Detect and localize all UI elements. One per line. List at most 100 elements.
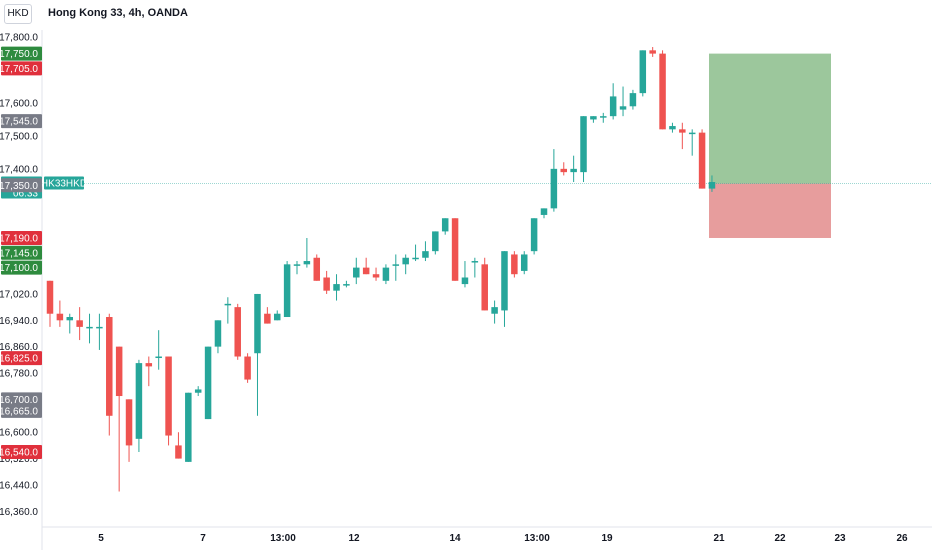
price-tag-label: 16,825.0 <box>0 354 38 365</box>
price-tag-label: 17,545.0 <box>0 117 38 128</box>
candle-body <box>106 317 113 416</box>
candle <box>600 112 607 123</box>
x-tick-label: 23 <box>834 533 846 544</box>
candle <box>353 257 360 285</box>
candle <box>234 303 241 360</box>
candle <box>491 300 498 324</box>
y-tick-label: 16,440.0 <box>0 480 38 491</box>
candle <box>570 155 577 183</box>
candle <box>46 280 54 327</box>
price-tag-bg <box>1 351 42 366</box>
candle-body <box>481 264 488 311</box>
candle <box>254 293 261 416</box>
candle <box>412 244 419 262</box>
candle <box>481 257 488 311</box>
symbol-tag-label: HK33HKD <box>41 179 87 190</box>
candle-body <box>46 280 54 314</box>
candle-body <box>639 50 647 94</box>
candle <box>649 47 656 57</box>
candle <box>382 264 390 285</box>
candle <box>333 274 340 301</box>
candle-body <box>471 261 479 263</box>
price-tag-bg <box>1 392 42 407</box>
price-tag: 17,750.0 <box>0 46 42 61</box>
candle <box>432 231 439 255</box>
candle <box>264 307 271 324</box>
candle <box>402 254 409 275</box>
candle <box>194 386 202 397</box>
candle <box>590 116 597 123</box>
price-tag-bg <box>1 61 42 76</box>
price-tag: 17,145.0 <box>0 245 42 260</box>
candle <box>501 251 508 327</box>
candle-body <box>688 132 696 135</box>
x-tick-label: 7 <box>200 533 206 544</box>
chart-header: HKD Hong Kong 33, 4h, OANDA <box>0 0 932 26</box>
price-tag-label: 16,540.0 <box>0 448 38 459</box>
candle-body <box>244 356 251 380</box>
candle-body <box>115 346 123 397</box>
x-tick-label: 12 <box>348 533 360 544</box>
candle-body <box>560 168 568 173</box>
candle <box>629 89 637 110</box>
candle <box>392 254 400 281</box>
price-tag: 16,700.0 <box>0 392 42 407</box>
candle-body <box>96 326 103 329</box>
candle-body <box>590 116 597 120</box>
candle-body <box>303 261 311 265</box>
candle <box>580 116 587 183</box>
candle-body <box>333 284 340 291</box>
price-tag-bg <box>1 260 42 275</box>
candle <box>372 267 380 281</box>
candle-body <box>273 313 281 321</box>
candle-body <box>155 356 162 359</box>
y-tick-label: 16,360.0 <box>0 507 38 518</box>
candle-body <box>224 303 232 306</box>
candle-body <box>540 208 548 215</box>
candle <box>451 218 459 281</box>
currency-button[interactable]: HKD <box>4 4 32 24</box>
candle <box>86 313 93 344</box>
x-tick-label: 13:00 <box>270 533 296 544</box>
price-tag: 16,540.0 <box>0 445 42 459</box>
candle-body <box>669 126 676 130</box>
candle <box>303 237 311 268</box>
candle <box>125 399 133 462</box>
candle <box>155 330 162 370</box>
price-tag: 17,705.0 <box>0 61 42 76</box>
candle-body <box>659 53 666 130</box>
candle <box>76 307 83 341</box>
candle-body <box>185 392 192 462</box>
x-tick-label: 14 <box>449 533 461 544</box>
price-tag-label: 17,145.0 <box>0 248 38 259</box>
candle <box>96 313 103 350</box>
price-tag: 17,100.0 <box>0 260 42 275</box>
chart-title: Hong Kong 33, 4h, OANDA <box>48 7 188 19</box>
y-tick-label: 16,860.0 <box>0 342 38 353</box>
x-tick-label: 21 <box>713 533 725 544</box>
candle-body <box>66 317 74 321</box>
candle <box>66 313 74 334</box>
price-tag-label: 17,705.0 <box>0 64 38 75</box>
candle-body <box>422 251 429 258</box>
price-tag-bg <box>1 114 42 129</box>
candle <box>560 162 568 176</box>
candle-body <box>283 264 291 318</box>
candle-body <box>214 320 222 347</box>
price-tag-label: 17,100.0 <box>0 263 38 274</box>
candle-body <box>412 257 419 260</box>
symbol-tag-bg <box>44 176 84 190</box>
candle-body <box>135 363 143 439</box>
candle-body <box>86 326 93 329</box>
candle <box>659 50 666 130</box>
candle-body <box>609 96 617 117</box>
candle-body <box>382 267 390 281</box>
candle-body <box>461 277 469 285</box>
candle <box>204 346 212 420</box>
candle-body <box>125 399 133 446</box>
candle <box>619 86 627 117</box>
candle-body <box>530 218 538 252</box>
candle-body <box>56 313 64 321</box>
candle <box>639 50 647 97</box>
